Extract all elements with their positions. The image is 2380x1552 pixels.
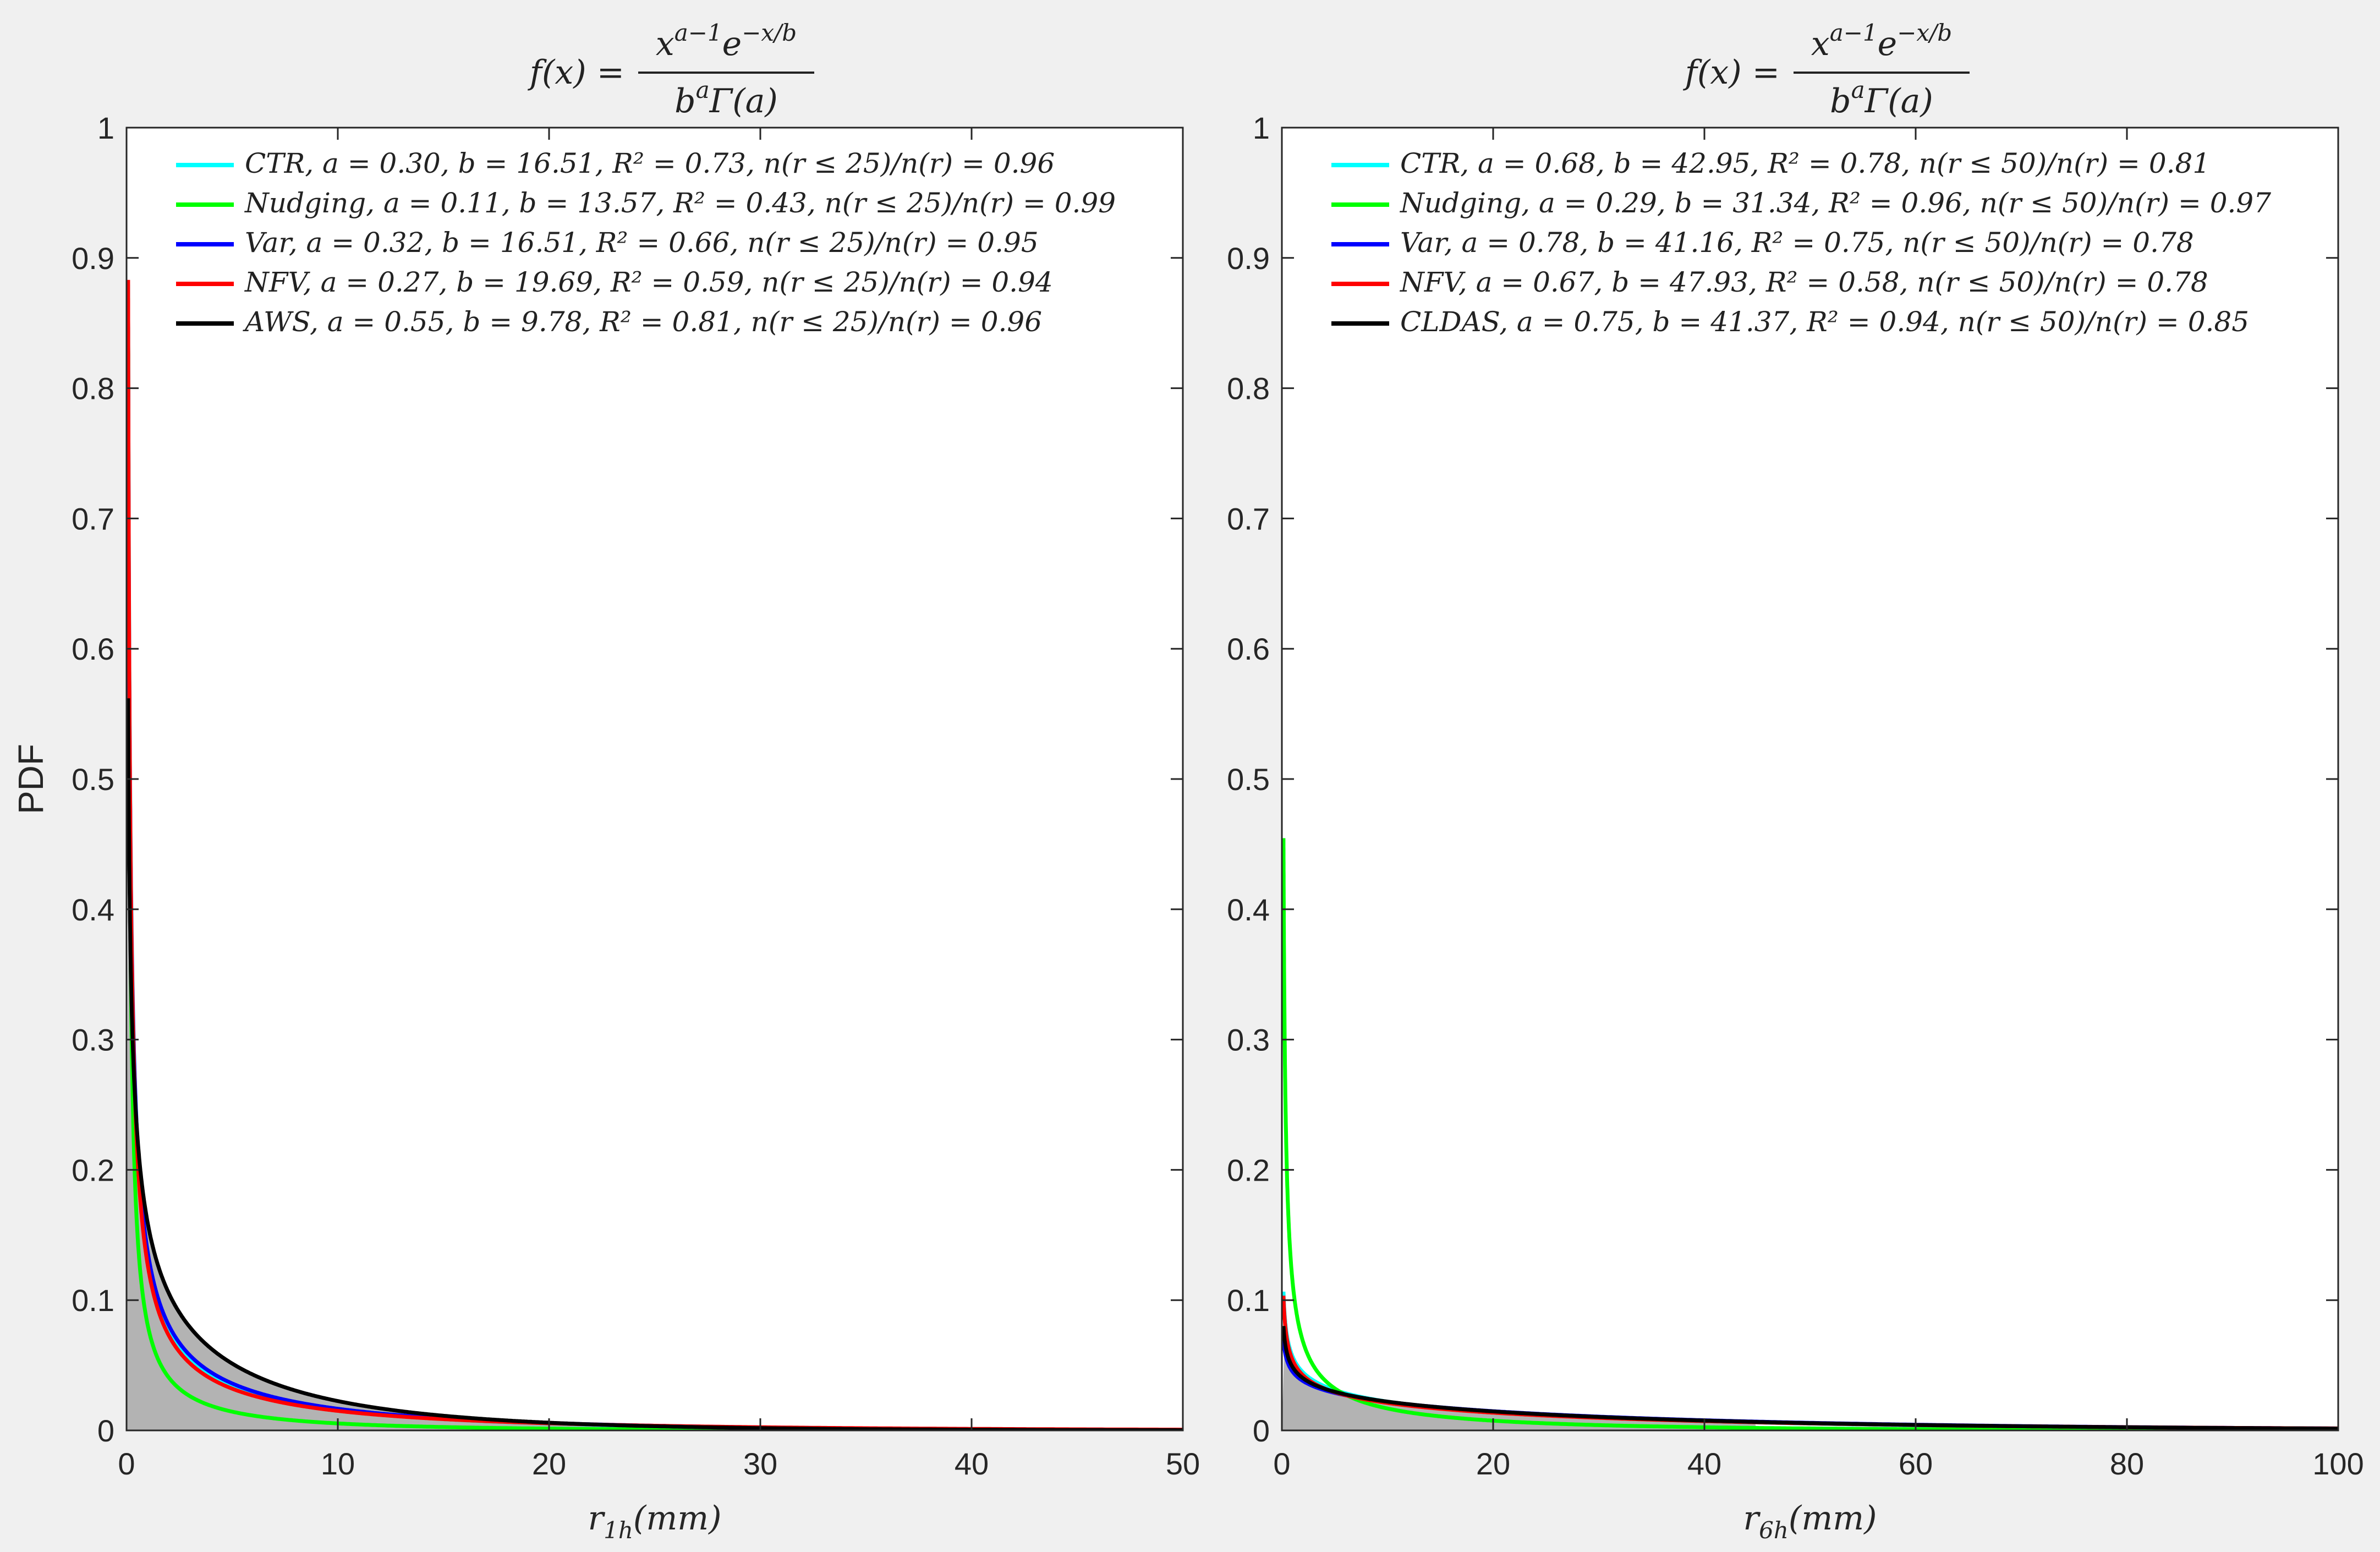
- y-axis-label: PDF: [11, 744, 51, 814]
- y-tick-label: 0.5: [1227, 762, 1270, 797]
- y-tick-label: 0.8: [72, 371, 114, 406]
- series-line-cldas: [1282, 1324, 2338, 1430]
- y-tick-label: 0.6: [1227, 632, 1270, 666]
- x-tick-label: 60: [1899, 1446, 1933, 1481]
- y-tick-label: 1: [1253, 111, 1270, 145]
- y-tick-label: 0.3: [1227, 1023, 1270, 1057]
- legend-label-var: Var, a = 0.32, b = 16.51, R² = 0.66, n(r…: [245, 227, 1039, 259]
- histogram-area: [1282, 1339, 1757, 1430]
- x-tick-label: 20: [532, 1446, 566, 1481]
- chart-panel-2: 0 0.1 0.2 0.3 0.4 0.5 0.6 0.7 0.8 0.9 1 0 20 40 60 80 10…: [1227, 19, 2364, 1544]
- legend-label-ctr: CTR, a = 0.30, b = 16.51, R² = 0.73, n(r…: [245, 147, 1055, 179]
- x-axis-label: r1h(mm): [588, 1499, 721, 1544]
- legend-label-nfv: NFV, a = 0.27, b = 19.69, R² = 0.59, n(r…: [244, 266, 1053, 298]
- legend-label-ctr: CTR, a = 0.68, b = 42.95, R² = 0.78, n(r…: [1400, 147, 2210, 179]
- title-denominator: baΓ(a): [674, 76, 778, 120]
- y-tick-label: 0.1: [1227, 1283, 1270, 1318]
- y-tick-label: 0.7: [1227, 501, 1270, 536]
- chart-title: f(x) = xa−1e−x/b baΓ(a): [528, 19, 814, 120]
- legend-label-nudging: Nudging, a = 0.29, b = 31.34, R² = 0.96,…: [1400, 187, 2271, 219]
- legend-label-nudging: Nudging, a = 0.11, b = 13.57, R² = 0.43,…: [244, 187, 1116, 219]
- x-tick-label: 0: [1273, 1446, 1290, 1481]
- chart-title: f(x) = xa−1e−x/b baΓ(a): [1683, 19, 1970, 120]
- plot-content: [1282, 836, 2338, 1430]
- y-tick-label: 0.4: [1227, 892, 1270, 927]
- x-tick-label: 10: [321, 1446, 355, 1481]
- y-tick-label: 0.2: [72, 1153, 114, 1187]
- y-tick-label: 0.8: [1227, 371, 1270, 406]
- histogram-area: [127, 788, 760, 1430]
- x-tick-label: 20: [1476, 1446, 1510, 1481]
- y-tick-label: 1: [97, 111, 114, 145]
- plot-area: [1282, 128, 2338, 1430]
- legend-label-nfv: NFV, a = 0.67, b = 47.93, R² = 0.58, n(r…: [1400, 266, 2208, 298]
- y-tick-label: 0.7: [72, 501, 114, 536]
- series-line-nudging: [1282, 836, 2338, 1430]
- legend: CTR, a = 0.68, b = 42.95, R² = 0.78, n(r…: [1331, 147, 2271, 338]
- y-tick-label: 0.5: [72, 762, 114, 797]
- legend-label-cldas: CLDAS, a = 0.75, b = 41.37, R² = 0.94, n…: [1400, 306, 2249, 338]
- series-line-aws: [127, 696, 1183, 1430]
- x-tick-label: 30: [743, 1446, 777, 1481]
- y-tick-label: 0.9: [1227, 241, 1270, 276]
- y-tick-label: 0: [97, 1413, 114, 1448]
- y-tick-label: 0.3: [72, 1023, 114, 1057]
- x-tick-label: 40: [1687, 1446, 1721, 1481]
- chart-panel-1: 00.10.20.30.40.50.60.70.80.910 10 20 30 40 50…: [11, 19, 1200, 1544]
- title-lhs: f(x) =: [1683, 53, 1780, 92]
- y-tick-label: 0: [1253, 1413, 1270, 1448]
- legend: CTR, a = 0.30, b = 16.51, R² = 0.73, n(r…: [176, 147, 1116, 338]
- x-tick-label: 40: [955, 1446, 989, 1481]
- title-denominator: baΓ(a): [1830, 76, 1933, 120]
- legend-label-var: Var, a = 0.78, b = 41.16, R² = 0.75, n(r…: [1400, 227, 2194, 259]
- x-axis-label: r6h(mm): [1743, 1499, 1877, 1544]
- y-tick-label: 0.6: [72, 632, 114, 666]
- y-tick-label: 0.9: [72, 241, 114, 276]
- y-tick-label: 0.1: [72, 1283, 114, 1318]
- x-tick-label: 80: [2110, 1446, 2144, 1481]
- y-tick-label: 0.4: [72, 892, 114, 927]
- x-tick-label: 50: [1166, 1446, 1200, 1481]
- title-numerator: xa−1e−x/b: [1811, 19, 1952, 63]
- plot-area: [127, 128, 1183, 1430]
- y-tick-label: 0.2: [1227, 1153, 1270, 1187]
- legend-label-aws: AWS, a = 0.55, b = 9.78, R² = 0.81, n(r …: [243, 306, 1042, 338]
- title-numerator: xa−1e−x/b: [656, 19, 797, 63]
- x-tick-label: 100: [2312, 1446, 2363, 1481]
- x-tick-label: 0: [118, 1446, 135, 1481]
- title-lhs: f(x) =: [528, 53, 624, 92]
